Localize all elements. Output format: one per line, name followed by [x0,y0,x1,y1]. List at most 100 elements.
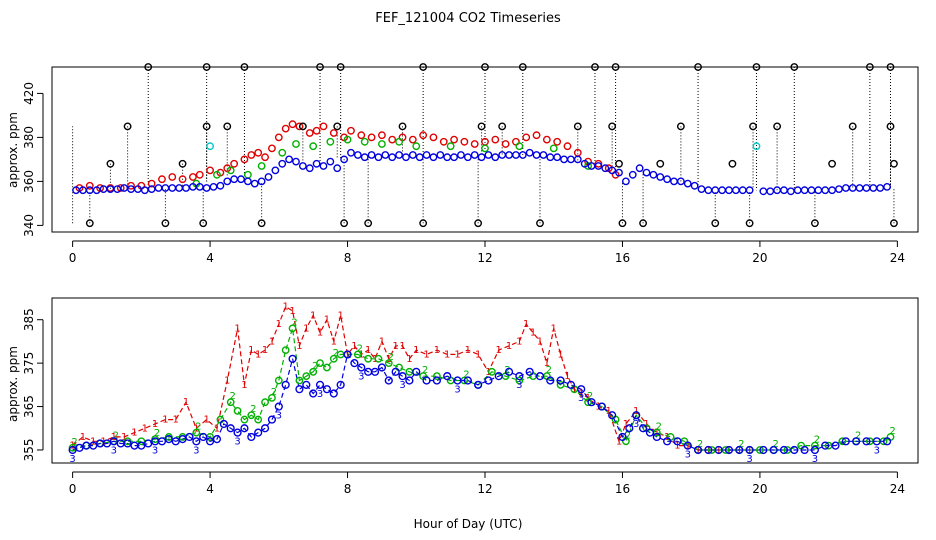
top-point-green-circles [309,142,318,151]
series-1-label: 1 [413,345,419,356]
top-point-black-outliers [161,219,170,228]
top-point-black-outliers [611,63,620,71]
top-point-blue-circles [278,159,287,168]
top-point-red-circles [168,173,177,181]
series-3-point [618,432,627,442]
top-point-red-circles [522,133,531,142]
top-point-blue-circles [725,186,733,195]
top-point-black-outliers [333,122,342,131]
series-3-point [185,432,194,442]
bottom-y-axis: 355 365 375 385 [22,308,44,461]
top-point-blue-circles [656,173,665,181]
top-point-black-outliers [106,159,115,168]
top-point-blue-circles [340,155,349,164]
top-point-red-circles [127,181,135,190]
series-1-label: 1 [282,302,288,313]
series-2-line [72,328,891,451]
top-point-red-circles [439,137,448,146]
series-3-label: 3 [874,445,880,456]
series-1-label: 1 [746,445,752,456]
top-point-blue-circles [621,177,630,186]
top-point-blue-circles [567,155,575,164]
top-point-black-outliers [618,219,627,228]
top-point-black-outliers [608,122,617,131]
series-3-point [302,380,311,389]
series-1-label: 1 [324,315,330,326]
top-point-red-circles [408,135,417,144]
series-3-point [484,376,493,385]
series-2-point [384,359,393,368]
top-point-blue-circles [793,186,802,195]
top-point-blue-circles [704,186,713,195]
series-3-point [566,380,576,389]
series-2-point [364,354,373,363]
top-point-blue-circles [883,182,891,191]
series-3-point [322,385,332,394]
top-point-green-circles [549,144,558,153]
top-point-black-outliers [865,63,874,71]
bottom-x-tick-label: 4 [206,482,214,496]
series-1-label: 1 [344,349,350,360]
top-point-blue-circles [642,168,651,177]
series-3-point [625,424,634,433]
series-3-point [350,359,359,368]
top-point-red-circles [491,135,500,144]
series-3-point [652,432,661,442]
top-point-red-circles [240,155,249,164]
top-point-blue-circles [216,181,225,190]
series-3-point [412,367,421,376]
series-2-label: 2 [271,387,277,398]
top-point-blue-circles [869,184,878,192]
top-point-red-circles [188,173,197,181]
top-point-red-circles [247,151,256,159]
series-2-label: 2 [772,439,778,450]
series-3-point [800,445,809,455]
top-point-green-circles [446,142,455,151]
series-2-point [192,428,201,437]
top-y-tick-label: 340 [22,214,36,237]
series-2-point [584,398,592,407]
series-3-point [645,428,655,437]
top-point-black-outliers [890,219,898,228]
series-2-point [811,441,819,450]
series-3-point [608,411,617,420]
series-2-point [233,406,242,415]
top-point-black-outliers [144,63,153,71]
series-1-label: 1 [317,328,323,339]
series-3-label: 3 [317,389,323,400]
top-point-red-circles [319,122,328,131]
series-2-point [254,415,263,424]
series-3-label: 3 [358,371,364,382]
top-point-blue-circles [285,155,294,164]
series-2-label: 2 [230,391,236,402]
series-3-point [515,372,524,381]
series-1-label: 1 [152,419,158,430]
top-point-black-outliers [123,122,132,131]
series-3-point [422,376,431,385]
series-2-point [226,398,235,407]
top-point-blue-circles [402,153,410,162]
top-point-red-circles [347,126,355,135]
series-3-point [638,424,648,433]
top-point-green-circles [395,137,403,146]
top-x-axis: 0 4 8 12 16 20 24 [69,240,905,265]
top-point-blue-circles [828,186,836,195]
top-point-blue-circles [786,187,795,196]
top-point-blue-circles [243,177,252,186]
bottom-x-tick-label: 24 [890,482,905,496]
top-point-blue-circles [230,175,239,184]
top-x-tick-label: 20 [752,251,767,265]
top-point-blue-circles [202,184,211,192]
top-point-red-circles [261,153,269,162]
series-2-label: 2 [250,404,256,415]
top-point-red-circles [295,122,304,131]
series-3-point [398,372,407,381]
bottom-plot-frame [51,297,919,464]
top-point-black-outliers [336,63,345,71]
series-1-label: 1 [571,384,577,395]
top-point-blue-circles [615,168,623,177]
top-point-blue-circles [271,166,280,175]
series-1-label: 1 [537,336,543,347]
series-3-label: 3 [399,380,405,391]
